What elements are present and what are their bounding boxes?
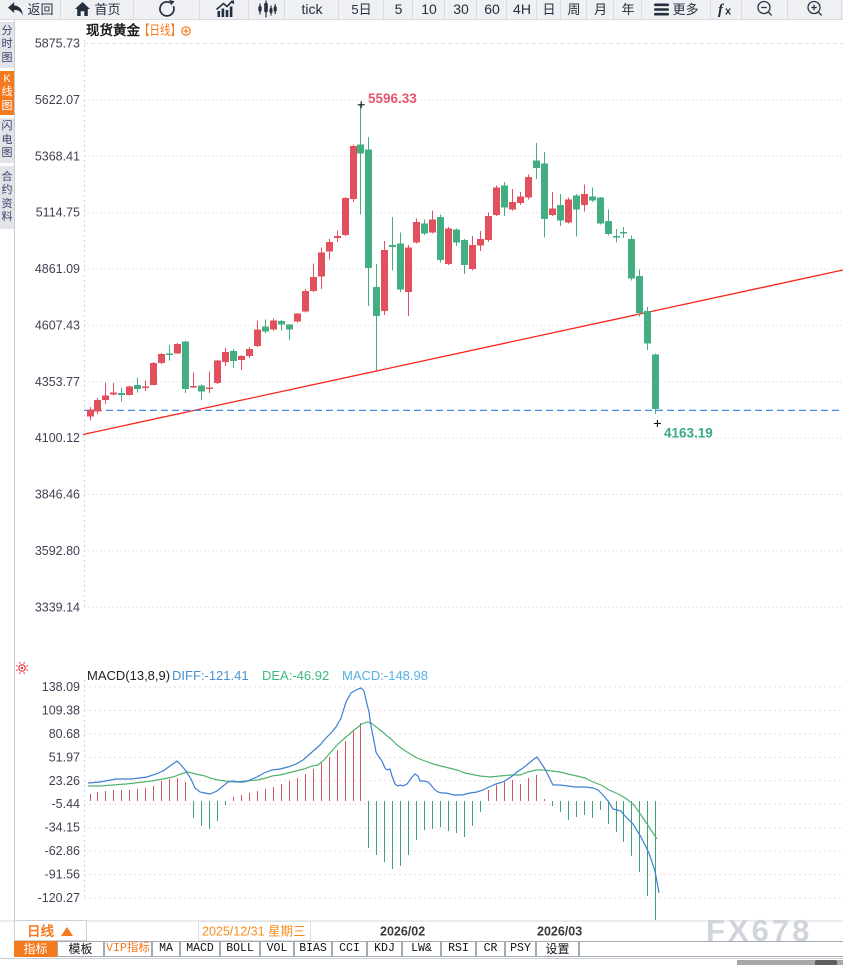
svg-text:23.26: 23.26: [49, 774, 80, 788]
svg-text:4163.19: 4163.19: [664, 426, 713, 441]
svg-text:MACD:-148.98: MACD:-148.98: [342, 668, 428, 683]
svg-text:2026/02: 2026/02: [380, 925, 425, 939]
svg-text:现货黄金: 现货黄金: [86, 22, 140, 38]
svg-text:2025/12/31 星期三: 2025/12/31 星期三: [202, 925, 306, 939]
svg-text:DIFF:-121.41: DIFF:-121.41: [172, 668, 249, 683]
svg-text:3339.14: 3339.14: [35, 600, 80, 614]
svg-text:2026/03: 2026/03: [537, 925, 582, 939]
svg-text:【日线】: 【日线】: [139, 23, 181, 38]
svg-text:-91.56: -91.56: [45, 868, 80, 882]
svg-text:5596.33: 5596.33: [368, 91, 417, 106]
svg-text:日线: 日线: [27, 923, 54, 939]
svg-text:4607.43: 4607.43: [35, 318, 80, 332]
svg-text:80.68: 80.68: [49, 727, 80, 741]
svg-text:-120.27: -120.27: [38, 891, 80, 905]
svg-text:-5.44: -5.44: [52, 797, 81, 811]
svg-text:51.97: 51.97: [49, 750, 80, 764]
svg-text:4861.09: 4861.09: [35, 262, 80, 276]
svg-text:DEA:-46.92: DEA:-46.92: [262, 668, 329, 683]
svg-text:4353.77: 4353.77: [35, 375, 80, 389]
svg-text:x: x: [725, 6, 732, 18]
svg-text:f: f: [718, 2, 725, 17]
svg-text:5368.41: 5368.41: [35, 149, 80, 163]
svg-text:4100.12: 4100.12: [35, 431, 80, 445]
svg-text:138.09: 138.09: [42, 680, 80, 694]
svg-text:109.38: 109.38: [42, 704, 80, 718]
svg-text:3846.46: 3846.46: [35, 488, 80, 502]
svg-text:5622.07: 5622.07: [35, 93, 80, 107]
svg-text:5114.75: 5114.75: [36, 206, 80, 220]
svg-text:5875.73: 5875.73: [35, 37, 80, 51]
svg-text:MACD(13,8,9): MACD(13,8,9): [87, 668, 170, 683]
svg-text:-34.15: -34.15: [45, 821, 80, 835]
svg-text:-62.86: -62.86: [45, 844, 80, 858]
svg-text:3592.80: 3592.80: [35, 544, 80, 558]
